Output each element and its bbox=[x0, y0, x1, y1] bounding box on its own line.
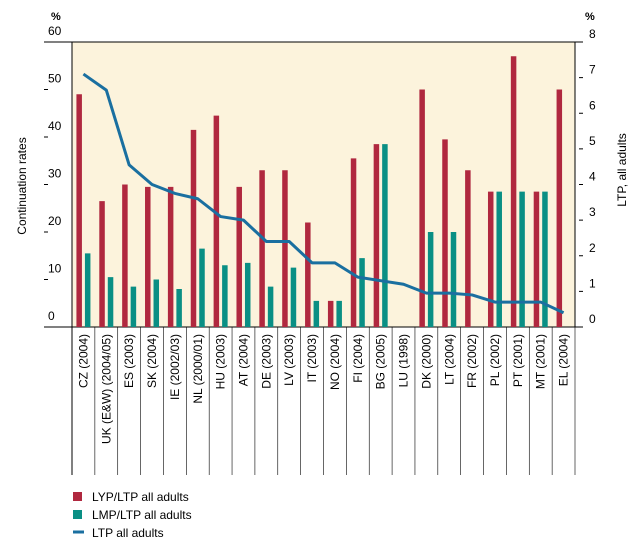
x-category-label: PL (2002) bbox=[488, 334, 502, 386]
x-category-label: LV (2003) bbox=[282, 334, 296, 386]
bar-lmp bbox=[450, 232, 457, 327]
bar-lmp bbox=[153, 279, 160, 327]
y-axis-left: 0 10 20 30 40 50 60 bbox=[44, 24, 62, 328]
bar-lyp bbox=[533, 191, 540, 327]
x-category-label: CZ (2004) bbox=[76, 334, 90, 388]
bar-lyp bbox=[122, 184, 128, 327]
bar-lyp bbox=[76, 94, 82, 327]
bar-lmp bbox=[496, 191, 502, 327]
x-category-label: IE (2002/03) bbox=[168, 334, 182, 400]
bar-lmp bbox=[222, 265, 228, 327]
x-category-label: DE (2003) bbox=[259, 334, 273, 389]
x-category-label: ES (2003) bbox=[122, 334, 136, 388]
x-category-label: BG (2005) bbox=[374, 334, 388, 389]
bar-series bbox=[76, 56, 563, 327]
x-category-label: FI (2004) bbox=[351, 334, 365, 383]
bar-lyp bbox=[305, 222, 311, 327]
y2-tick-label: 1 bbox=[589, 276, 596, 290]
x-category-label: HU (2003) bbox=[214, 334, 228, 389]
y-tick-label: 50 bbox=[48, 72, 62, 86]
bar-lmp bbox=[313, 300, 320, 327]
x-category-label: LU (1998) bbox=[397, 334, 411, 387]
y-tick-label: 0 bbox=[48, 309, 55, 323]
bar-lmp bbox=[290, 267, 297, 327]
y-axis-right: 0 1 2 3 4 5 6 7 8 bbox=[579, 27, 596, 328]
y2-tick-label: 2 bbox=[589, 241, 596, 255]
line-series bbox=[82, 72, 565, 315]
bar-lmp bbox=[130, 286, 137, 327]
bar-lyp bbox=[510, 56, 517, 327]
bar-lmp bbox=[267, 286, 274, 327]
bar-lyp bbox=[282, 170, 288, 327]
y2-tick-label: 3 bbox=[589, 205, 596, 219]
y2-tick-label: 7 bbox=[589, 63, 596, 77]
bar-lmp bbox=[199, 248, 205, 327]
legend-swatch-lyp bbox=[73, 492, 82, 501]
y-tick-label: 20 bbox=[48, 214, 62, 228]
bar-lmp bbox=[382, 144, 388, 327]
bar-lyp bbox=[487, 191, 494, 327]
bar-lyp bbox=[167, 186, 174, 327]
bar-lmp bbox=[244, 262, 251, 327]
x-category-label: PT (2001) bbox=[511, 334, 525, 387]
bar-lyp bbox=[145, 186, 151, 327]
x-category-label: FR (2002) bbox=[465, 334, 479, 388]
x-category-label: LT (2004) bbox=[442, 334, 456, 385]
bar-lmp bbox=[107, 277, 114, 327]
legend-label-lmp: LMP/LTP all adults bbox=[92, 508, 192, 522]
y2-tick-label: 5 bbox=[589, 134, 596, 148]
legend-label-ltp: LTP all adults bbox=[92, 526, 164, 540]
y2-tick-label: 6 bbox=[589, 98, 596, 112]
bar-lmp bbox=[84, 253, 91, 327]
bar-lyp bbox=[442, 139, 448, 327]
bar-lyp bbox=[190, 129, 197, 327]
x-axis: CZ (2004) UK (E&W) (2004/05) ES (2003) SK (… bbox=[71, 327, 576, 475]
legend-swatch-lmp bbox=[73, 510, 82, 519]
x-category-label: AT (2004) bbox=[236, 334, 250, 386]
bar-lyp bbox=[99, 201, 105, 327]
y-unit-left: % bbox=[51, 11, 61, 23]
bar-lyp bbox=[419, 89, 425, 327]
bar-lmp bbox=[427, 232, 434, 327]
x-category-label: NL (2000/01) bbox=[191, 334, 205, 404]
y-unit-right: % bbox=[585, 11, 595, 23]
y2-tick-label: 4 bbox=[589, 170, 596, 184]
y2-axis-title: LTP, all adults bbox=[615, 133, 629, 207]
x-category-label: NO (2004) bbox=[328, 334, 342, 390]
bar-lmp bbox=[176, 289, 182, 327]
bar-lmp bbox=[359, 258, 365, 327]
bar-lyp bbox=[350, 158, 357, 327]
bar-lyp bbox=[327, 300, 334, 327]
bar-lyp bbox=[373, 144, 380, 327]
x-category-label: EL (2004) bbox=[557, 334, 571, 386]
x-category-label: IT (2003) bbox=[305, 334, 319, 382]
y-axis-title: Continuation rates bbox=[15, 137, 29, 234]
bar-lyp bbox=[236, 186, 242, 327]
bar-lyp bbox=[213, 115, 220, 327]
legend-label-lyp: LYP/LTP all adults bbox=[92, 490, 189, 504]
bar-lmp bbox=[542, 191, 548, 327]
x-category-label: UK (E&W) (2004/05) bbox=[99, 334, 113, 444]
bar-lyp bbox=[556, 89, 563, 327]
y-tick-label: 60 bbox=[48, 24, 62, 38]
x-category-label: MT (2001) bbox=[534, 334, 548, 389]
x-category-label: SK (2004) bbox=[145, 334, 159, 388]
line-ltp bbox=[82, 72, 565, 315]
y-tick-label: 40 bbox=[48, 119, 62, 133]
y2-tick-label: 0 bbox=[589, 312, 596, 326]
y-tick-label: 30 bbox=[48, 167, 62, 181]
x-category-label: DK (2000) bbox=[419, 334, 433, 389]
bar-lmp bbox=[519, 191, 525, 327]
bar-lyp bbox=[465, 170, 471, 327]
bar-lmp bbox=[336, 300, 342, 327]
y2-tick-label: 8 bbox=[589, 27, 596, 41]
legend: LYP/LTP all adults LMP/LTP all adults LT… bbox=[73, 490, 192, 540]
y-tick-label: 10 bbox=[48, 262, 62, 276]
bar-lyp bbox=[259, 170, 265, 327]
